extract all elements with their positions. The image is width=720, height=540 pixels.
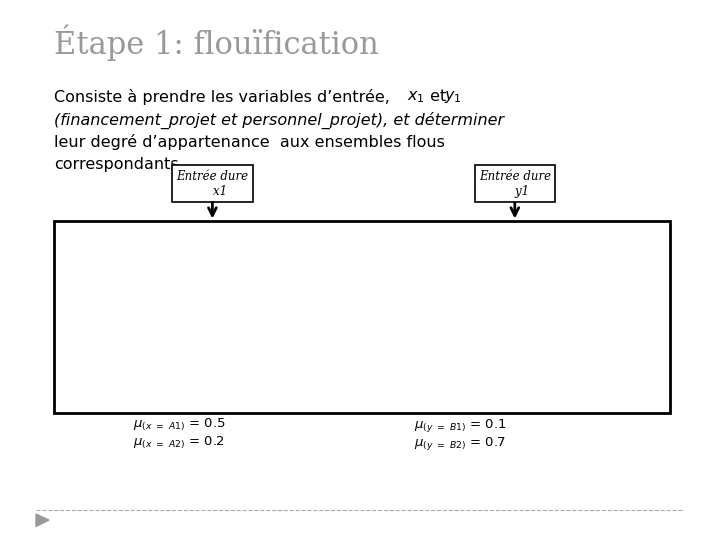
Text: A1: A1 [113,272,129,281]
Text: $\mu_{(y\ =\ B1)}$ = 0.1: $\mu_{(y\ =\ B1)}$ = 0.1 [414,417,507,434]
Text: $\mu_{(x\ =\ A1)}$ = 0.5: $\mu_{(x\ =\ A1)}$ = 0.5 [133,417,226,433]
Text: Consiste à prendre les variables d’entrée,: Consiste à prendre les variables d’entré… [54,89,395,105]
Text: Entrée dure
    y1: Entrée dure y1 [479,170,551,198]
Text: Y: Y [616,398,624,411]
Text: $\mu_{(x\ =\ A2)}$ = 0.2: $\mu_{(x\ =\ A2)}$ = 0.2 [133,435,225,451]
Text: B2: B2 [579,268,594,278]
Text: A2: A2 [197,272,212,281]
Text: et: et [425,89,451,104]
Polygon shape [216,258,276,381]
Polygon shape [97,258,204,381]
Polygon shape [482,258,626,381]
Text: leur degré d’appartenance  aux ensembles flous: leur degré d’appartenance aux ensembles … [54,134,445,151]
Polygon shape [482,350,526,381]
Text: $x_1$: $x_1$ [407,89,425,105]
Text: B1: B1 [423,268,438,278]
Polygon shape [216,258,335,381]
Text: (‪financement_projet‬ et ‪personnel_projet‬), et déterminer: (‪financement_projet‬ et ‪personnel_proj… [54,112,504,129]
Text: Étape 1: flouïfication: Étape 1: flouïfication [54,24,379,61]
Text: $y_1$: $y_1$ [444,89,462,105]
Text: x1: x1 [185,398,199,411]
Polygon shape [403,258,526,381]
Text: X: X [324,398,332,411]
Text: correspondants.: correspondants. [54,157,184,172]
Text: A3: A3 [275,272,290,281]
Text: Entrée dure
    x1: Entrée dure x1 [176,170,248,198]
Text: y1: y1 [508,398,522,411]
Polygon shape [157,258,276,381]
Text: $\mu_{(y\ =\ B2)}$ = 0.7: $\mu_{(y\ =\ B2)}$ = 0.7 [414,435,506,451]
